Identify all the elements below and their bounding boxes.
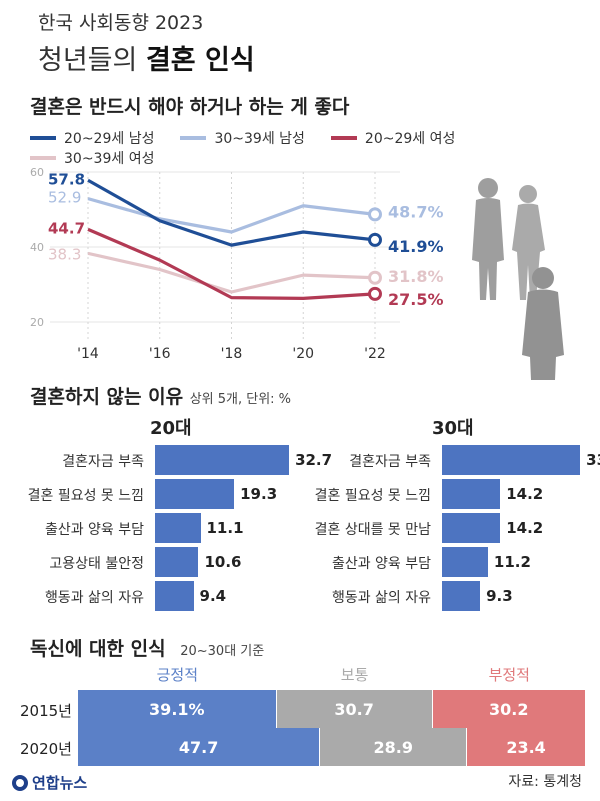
y-tick-label: 60 <box>30 166 44 179</box>
x-tick-label: '14 <box>77 346 99 362</box>
series-line-3 <box>87 227 376 300</box>
x-tick-label: '22 <box>364 346 386 362</box>
bar-value-label: 19.3 <box>240 485 278 503</box>
logo-icon <box>12 774 28 791</box>
series-line-4 <box>87 251 376 294</box>
logo-text: 연합뉴스 <box>32 774 88 792</box>
series-end-label: 41.9% <box>388 237 444 256</box>
stack-bar-chart: 긍정적 보통 부정적 2015년 39.1% 30.7 30.2 2020년 47.7 28.9 2… <box>0 664 600 766</box>
series-start-label: 38.3 <box>48 245 81 263</box>
bar <box>442 547 488 577</box>
bar-value-label: 11.1 <box>206 519 244 537</box>
bar-value-label: 11.2 <box>493 553 531 571</box>
bar-value-label: 32.7 <box>295 451 333 469</box>
stack-segment: 30.2 <box>432 690 585 728</box>
stack-title-text: 독신에 대한 인식 <box>30 638 166 660</box>
legend-item-1: 20~29세 남성 <box>30 128 154 148</box>
bar-value-label: 33.7 <box>586 451 600 469</box>
stack-year-label: 2020년 <box>20 740 72 758</box>
series-line-2 <box>87 197 376 234</box>
stack-segment: 39.1% <box>78 690 276 728</box>
bar <box>442 513 501 543</box>
bar-value-label: 14.2 <box>506 519 544 537</box>
legend-item-3: 20~29세 여성 <box>330 128 456 148</box>
x-tick-label: '18 <box>221 346 243 362</box>
series-end-label: 31.8% <box>388 267 444 286</box>
series-end-label: 48.7% <box>388 202 444 221</box>
age-group-title-1: 20대 <box>150 418 192 439</box>
stack-segment: 47.7 <box>78 728 320 766</box>
series-end-label: 27.5% <box>388 290 444 309</box>
bar <box>155 547 199 577</box>
bar <box>155 513 201 543</box>
bar-category-label: 결혼 상대를 못 만남 <box>314 522 431 538</box>
bar <box>442 445 581 475</box>
page-title: 청년들의 결혼 인식 <box>38 38 255 77</box>
legend-item-2: 30~39세 남성 <box>180 128 305 148</box>
series-end-point <box>368 232 382 247</box>
legend-swatch <box>180 136 207 140</box>
legend-label: 20~29세 여성 <box>364 131 456 147</box>
bar-category-label: 결혼 필요성 못 느낌 <box>27 488 144 504</box>
line-section-title: 결혼은 반드시 해야 하거나 하는 게 좋다 <box>30 96 350 118</box>
bar <box>155 581 194 611</box>
bar-category-label: 행동과 삶의 자유 <box>331 590 431 606</box>
bar-value-label: 9.4 <box>199 587 227 605</box>
bar-category-label: 행동과 삶의 자유 <box>44 590 144 606</box>
series-start-label: 57.8 <box>48 170 85 188</box>
source-note: 자료: 통계청 <box>508 774 582 790</box>
legend-swatch <box>30 156 56 160</box>
line-chart: 20 40 60 '14 '16 '18 '20 '22 57.8 41.9% 52.9 48.7% 4… <box>30 166 564 380</box>
reasons-section-title: 결혼하지 않는 이유 상위 5개, 단위: % <box>30 382 291 409</box>
bar-category-label: 결혼자금 부족 <box>349 454 431 470</box>
stack-segment: 23.4 <box>467 728 585 766</box>
bar-category-label: 결혼자금 부족 <box>62 454 144 470</box>
bar-category-label: 고용상태 불안정 <box>49 556 144 572</box>
bar-category-label: 결혼 필요성 못 느낌 <box>314 488 431 504</box>
x-tick-label: '16 <box>149 346 171 362</box>
y-tick-label: 20 <box>30 316 44 329</box>
bar <box>155 479 235 509</box>
people-silhouette-icon <box>472 178 564 380</box>
series-end-point <box>368 270 382 285</box>
page-title-prefix: 청년들의 <box>38 45 146 76</box>
series-start-label: 44.7 <box>48 219 85 237</box>
page-title-bold: 결혼 인식 <box>145 45 255 76</box>
stack-segment: 30.7 <box>276 690 432 728</box>
line-legend: 20~29세 남성 30~39세 남성 20~29세 여성 30~39세 여성 <box>30 128 590 168</box>
legend-swatch <box>330 136 357 140</box>
stack-year-label: 2015년 <box>20 702 72 720</box>
bar-value-label: 9.3 <box>486 587 513 605</box>
bar-category-label: 출산과 양육 부담 <box>44 522 144 538</box>
bar-value-label: 10.6 <box>204 553 242 571</box>
y-tick-label: 40 <box>30 241 44 254</box>
reasons-title-text: 결혼하지 않는 이유 <box>30 386 184 408</box>
series-end-point <box>368 207 382 222</box>
series-end-point <box>368 286 382 301</box>
bar-value-label: 14.2 <box>506 485 544 503</box>
legend-item-4: 30~39세 여성 <box>30 148 154 168</box>
stack-segment: 28.9 <box>320 728 467 766</box>
legend-label: 30~39세 남성 <box>214 131 305 147</box>
stack-legend-label: 보통 <box>340 666 369 684</box>
stack-section-title: 독신에 대한 인식 20~30대 기준 <box>30 634 264 661</box>
stack-subtitle: 20~30대 기준 <box>180 644 265 659</box>
series-line-1 <box>87 178 376 247</box>
legend-swatch <box>30 136 56 140</box>
stack-legend-label: 부정적 <box>488 666 530 684</box>
bar <box>442 479 501 509</box>
bar-category-label: 출산과 양육 부담 <box>331 556 431 572</box>
reasons-subtitle: 상위 5개, 단위: % <box>189 392 292 407</box>
x-tick-label: '20 <box>292 346 314 362</box>
stack-legend-label: 긍정적 <box>156 666 199 684</box>
bar <box>442 581 481 611</box>
age-group-title-2: 30대 <box>432 418 474 439</box>
bar <box>155 445 290 475</box>
legend-label: 30~39세 여성 <box>64 151 155 167</box>
footer-logo: 연합뉴스 <box>12 772 87 793</box>
legend-label: 20~29세 남성 <box>64 131 155 147</box>
series-start-label: 52.9 <box>48 189 81 207</box>
header-subtitle: 한국 사회동향 2023 <box>38 12 204 34</box>
